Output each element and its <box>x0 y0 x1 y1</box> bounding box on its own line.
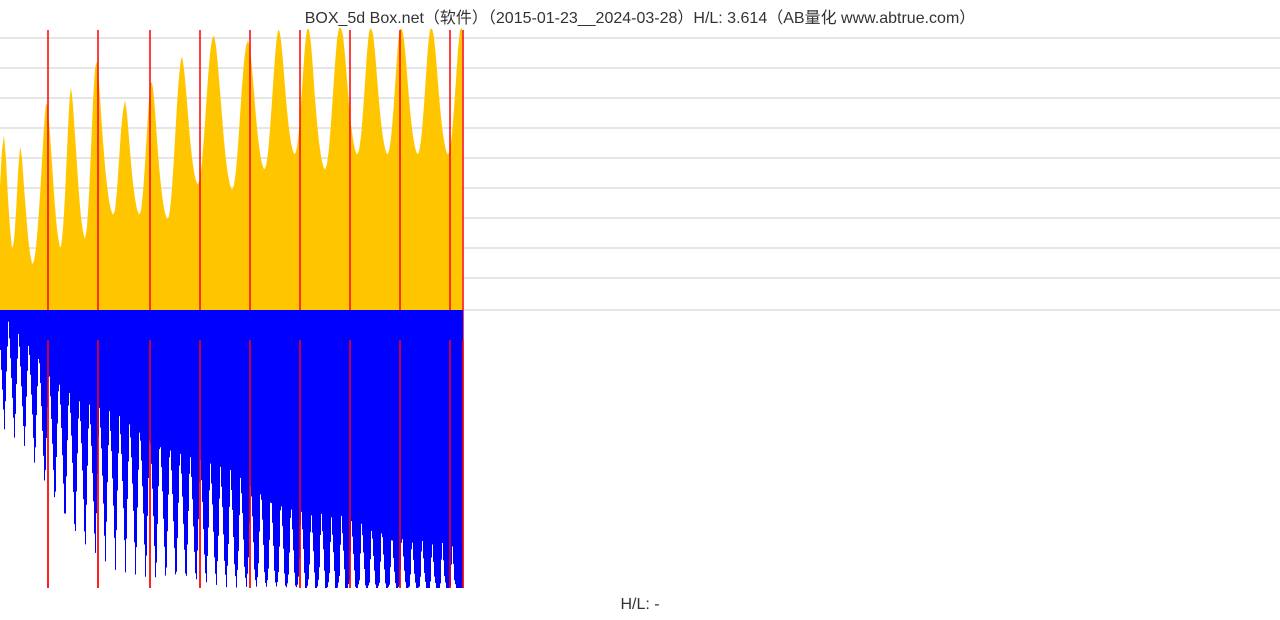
chart-container <box>0 28 1280 588</box>
chart-title: BOX_5d Box.net（软件）（2015-01-23__2024-03-2… <box>0 0 1280 28</box>
chart-footer: H/L: - <box>0 596 1280 620</box>
chart-svg <box>0 28 1280 588</box>
